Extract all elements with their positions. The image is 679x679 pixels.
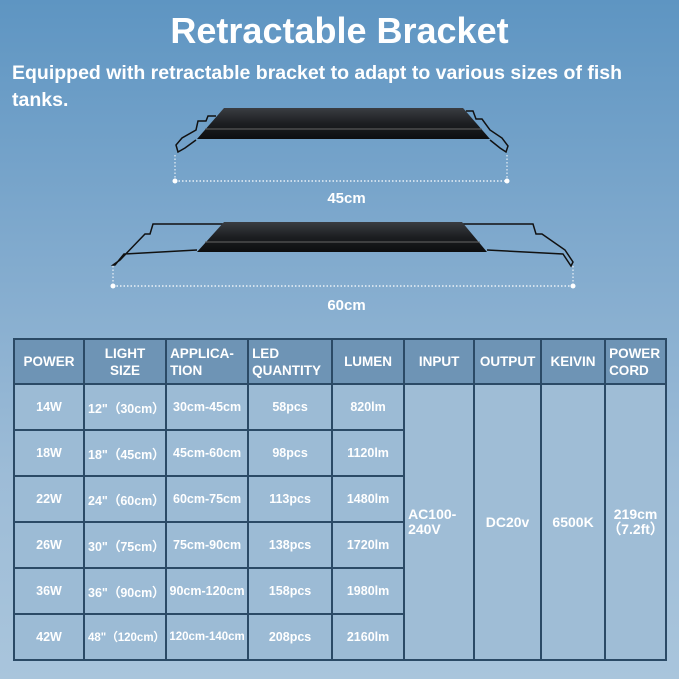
cell-light-size: 30"（75cm） — [82, 521, 168, 569]
cell-led-quantity: 113pcs — [247, 475, 334, 523]
cell-input: AC100-240V — [403, 383, 476, 661]
table-row: 42W 48"（120cm） 120cm-140cm 208pcs 2160lm — [13, 613, 666, 661]
header-led-quantity: LED QUANTITY — [247, 338, 334, 385]
bracket-wire-left — [175, 115, 216, 154]
cell-output: DC20v — [473, 383, 543, 661]
header-kelvin: KEIVIN — [540, 338, 607, 385]
bracket-wire-right — [466, 110, 509, 154]
cell-application: 75cm-90cm — [165, 521, 250, 569]
spec-table: POWER LIGHT SIZE APPLICA- TION LED QUANTITY… — [13, 338, 668, 661]
cell-lumen: 820lm — [331, 383, 406, 431]
cell-led-quantity: 208pcs — [247, 613, 334, 661]
page-title: Retractable Bracket — [170, 10, 509, 51]
cell-power: 22W — [13, 475, 85, 523]
cell-power: 42W — [13, 613, 85, 661]
cell-application: 45cm-60cm — [165, 429, 250, 477]
header-input: INPUT — [403, 338, 476, 385]
dimension-label-45cm: 45cm — [327, 190, 366, 207]
bracket-wire-left — [110, 223, 224, 266]
cell-led-quantity: 58pcs — [247, 383, 334, 431]
header-light-size: LIGHT SIZE — [82, 338, 168, 385]
cell-light-size: 18"（45cm） — [82, 429, 168, 477]
light-body — [197, 222, 487, 252]
cell-power: 26W — [13, 521, 85, 569]
cell-led-quantity: 158pcs — [247, 567, 334, 615]
dimension-label-60cm: 60cm — [327, 297, 366, 314]
cell-application: 60cm-75cm — [165, 475, 250, 523]
table-row: 18W 18"（45cm） 45cm-60cm 98pcs 1120lm — [13, 429, 666, 477]
cell-lumen: 2160lm — [331, 613, 406, 661]
light-fixture-45cm — [172, 108, 510, 184]
cell-light-size: 36"（90cm） — [82, 567, 168, 615]
bracket-illustration — [110, 108, 576, 289]
cell-lumen: 1480lm — [331, 475, 406, 523]
table-row: 36W 36"（90cm） 90cm-120cm 158pcs 1980lm — [13, 567, 666, 615]
cell-application: 120cm-140cm — [165, 613, 250, 661]
cell-application: 90cm-120cm — [165, 567, 250, 615]
header-power-cord: POWER CORD — [604, 338, 668, 385]
table-row: 26W 30"（75cm） 75cm-90cm 138pcs 1720lm — [13, 521, 666, 569]
light-fixture-60cm — [110, 222, 576, 289]
table-header-row: POWER LIGHT SIZE APPLICA- TION LED QUANTITY… — [13, 338, 668, 385]
light-body — [197, 108, 490, 139]
cell-light-size: 12"（30cm） — [82, 383, 168, 431]
cell-kelvin: 6500K — [540, 383, 607, 661]
subtitle: Equipped with retractable bracket to ada… — [12, 62, 623, 111]
header-power: POWER — [13, 338, 85, 385]
cell-light-size: 48"（120cm） — [82, 613, 168, 661]
cell-lumen: 1120lm — [331, 429, 406, 477]
cell-light-size: 24"（60cm） — [82, 475, 168, 523]
cell-power: 36W — [13, 567, 85, 615]
header-application: APPLICA- TION — [165, 338, 250, 385]
cell-lumen: 1720lm — [331, 521, 406, 569]
cell-power-cord: 219cm（7.2ft） — [604, 383, 668, 661]
cell-lumen: 1980lm — [331, 567, 406, 615]
header-output: OUTPUT — [473, 338, 543, 385]
cell-power: 18W — [13, 429, 85, 477]
bracket-wire-right — [462, 223, 574, 268]
cell-application: 30cm-45cm — [165, 383, 250, 431]
cell-led-quantity: 138pcs — [247, 521, 334, 569]
header-lumen: LUMEN — [331, 338, 406, 385]
table-row: 22W 24"（60cm） 60cm-75cm 113pcs 1480lm — [13, 475, 666, 523]
cell-power: 14W — [13, 383, 85, 431]
table-row: 14W 12"（30cm） 30cm-45cm 58pcs 820lm AC10… — [13, 383, 668, 661]
cell-led-quantity: 98pcs — [247, 429, 334, 477]
